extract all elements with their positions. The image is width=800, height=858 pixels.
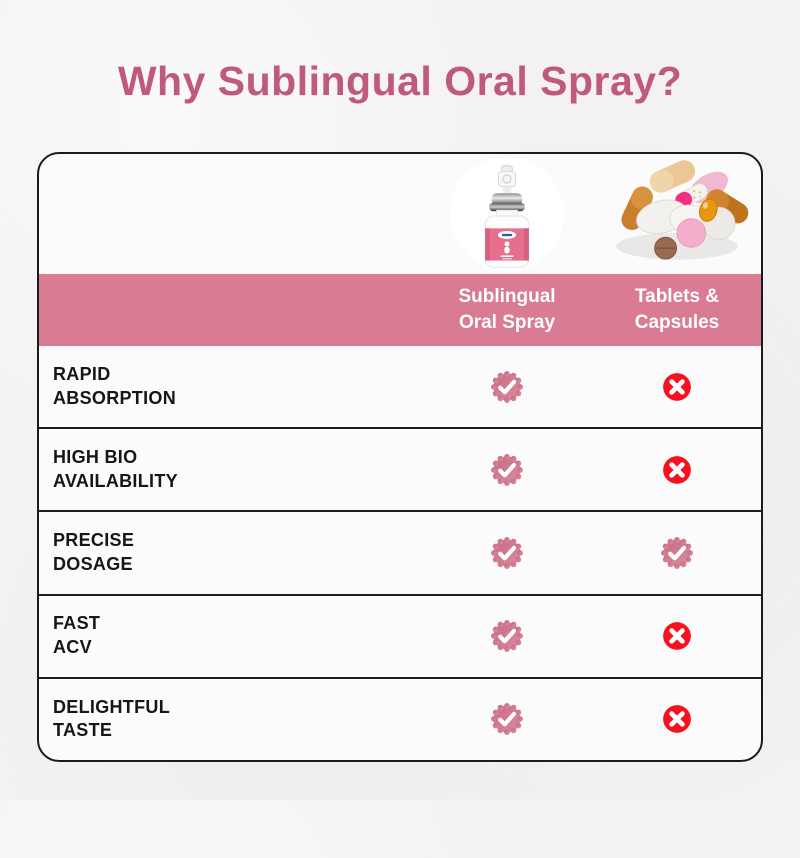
spray-mark bbox=[421, 596, 593, 677]
table-row: PRECISE DOSAGE bbox=[39, 510, 761, 593]
tablets-mark bbox=[593, 596, 761, 677]
feature-label: RAPID ABSORPTION bbox=[53, 363, 177, 408]
check-badge-icon bbox=[488, 534, 526, 572]
check-badge-icon bbox=[488, 700, 526, 738]
column-header-tablets: Tablets & Capsules bbox=[634, 286, 720, 333]
cross-circle-icon bbox=[661, 371, 693, 403]
check-badge-icon bbox=[488, 617, 526, 655]
column-header-band: Sublingual Oral Spray Tablets & Capsules bbox=[39, 274, 761, 346]
spray-mark bbox=[421, 429, 593, 510]
product-images-row bbox=[39, 154, 761, 274]
spray-mark bbox=[421, 679, 593, 760]
tablets-mark bbox=[593, 512, 761, 593]
feature-label: PRECISE DOSAGE bbox=[53, 530, 135, 574]
spray-image-cell bbox=[421, 154, 593, 274]
tablets-mark bbox=[593, 346, 761, 427]
feature-label: FAST ACV bbox=[53, 613, 101, 658]
cross-circle-icon bbox=[661, 620, 693, 652]
comparison-rows: RAPID ABSORPTION HIGH BIO AVAILABILITY bbox=[39, 346, 761, 760]
page-title: Why Sublingual Oral Spray? bbox=[117, 58, 683, 104]
tablets-image-cell bbox=[593, 154, 761, 274]
check-badge-icon bbox=[488, 368, 526, 406]
table-row: RAPID ABSORPTION bbox=[39, 346, 761, 427]
tablets-mark bbox=[593, 429, 761, 510]
table-row: DELIGHTFUL TASTE bbox=[39, 676, 761, 760]
spray-mark bbox=[421, 346, 593, 427]
tablets-capsules-image bbox=[616, 160, 749, 260]
cross-circle-icon bbox=[661, 454, 693, 486]
table-row: FAST ACV bbox=[39, 593, 761, 677]
oral-spray-bottle-image bbox=[484, 165, 530, 268]
comparison-card: Sublingual Oral Spray Tablets & Capsules… bbox=[37, 152, 763, 762]
feature-label: HIGH BIO AVAILABILITY bbox=[53, 447, 178, 491]
cross-circle-icon bbox=[661, 703, 693, 735]
check-badge-icon bbox=[488, 451, 526, 489]
table-row: HIGH BIO AVAILABILITY bbox=[39, 427, 761, 510]
check-badge-icon bbox=[658, 534, 696, 572]
feature-label: DELIGHTFUL TASTE bbox=[53, 696, 170, 741]
spray-mark bbox=[421, 512, 593, 593]
tablets-mark bbox=[593, 679, 761, 760]
column-header-spray: Sublingual Oral Spray bbox=[458, 286, 556, 333]
spray-circle-backdrop bbox=[450, 157, 564, 271]
